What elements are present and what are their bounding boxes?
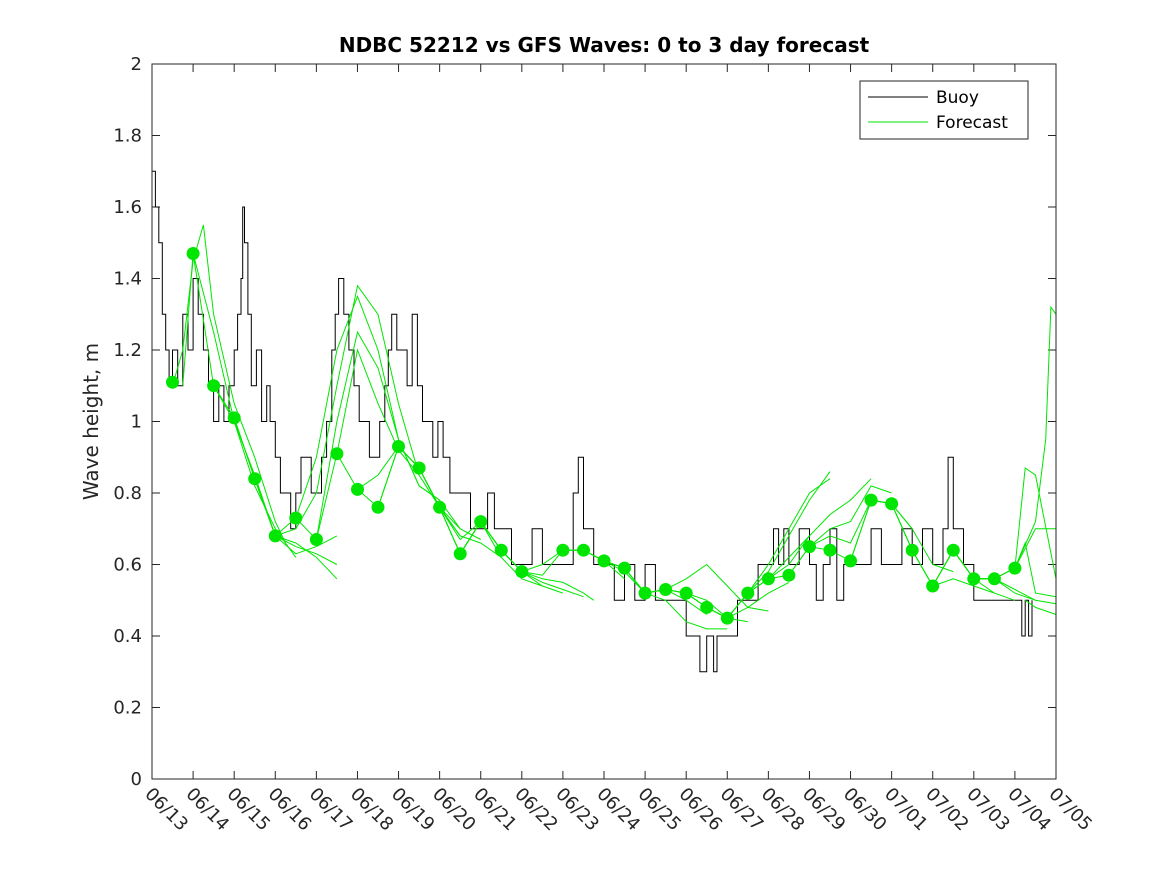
forecast-marker: [371, 500, 385, 514]
forecast-marker: [782, 568, 796, 582]
forecast-marker: [823, 543, 837, 557]
forecast-marker: [885, 497, 899, 511]
forecast-marker: [309, 533, 323, 546]
forecast-run-line: [1024, 599, 1057, 615]
forecast-marker: [433, 500, 447, 514]
forecast-marker: [618, 561, 631, 575]
y-tick-label: 0.6: [113, 555, 142, 576]
forecast-marker: [227, 411, 241, 425]
forecast-marker: [761, 572, 775, 586]
y-tick-label: 0.4: [113, 626, 142, 647]
forecast-marker: [186, 247, 200, 260]
forecast-run-line: [295, 330, 461, 541]
forecast-marker: [556, 543, 570, 557]
forecast-markers: [166, 247, 1022, 625]
forecast-run-line: [1014, 305, 1057, 569]
forecast-marker: [515, 565, 529, 579]
forecast-marker: [803, 540, 816, 554]
forecast-marker: [926, 579, 940, 593]
forecast-run-line: [994, 528, 1056, 580]
forecast-marker: [741, 586, 755, 600]
forecast-marker: [207, 379, 221, 393]
forecast-marker: [844, 554, 857, 568]
forecast-marker: [351, 482, 364, 496]
forecast-marker: [638, 586, 652, 600]
y-tick-label: 0.8: [113, 483, 142, 504]
forecast-marker: [700, 600, 714, 614]
forecast-marker: [864, 493, 878, 507]
y-tick-label: 0: [131, 769, 142, 790]
plot-area: [152, 64, 1056, 779]
forecast-marker: [987, 572, 1001, 586]
y-tick-label: 1.8: [113, 126, 142, 147]
forecast-marker: [597, 554, 611, 568]
y-axis: 0 0.2 0.4 0.6 0.8 1 1.2 1.4 1.6 1.8 2: [113, 54, 1056, 790]
buoy-line: [152, 170, 1033, 673]
forecast-run-line: [172, 224, 286, 544]
y-tick-label: 1.2: [113, 340, 142, 361]
legend-label-forecast: Forecast: [936, 113, 1008, 133]
forecast-marker: [248, 472, 262, 486]
forecast-marker: [679, 586, 693, 600]
forecast-marker: [392, 440, 405, 453]
forecast-marker: [289, 511, 303, 525]
plot-frame: [151, 63, 1057, 780]
forecast-marker: [720, 611, 734, 625]
forecast-marker: [474, 515, 488, 529]
forecast-marker: [967, 572, 981, 586]
forecast-marker: [905, 543, 919, 557]
forecast-marker: [577, 543, 590, 557]
y-tick-label: 0.2: [113, 698, 142, 719]
forecast-marker: [659, 583, 673, 596]
forecast-marker: [412, 461, 426, 475]
buoy-series: [152, 170, 1033, 673]
forecast-marker: [1008, 561, 1022, 575]
legend: Buoy Forecast: [859, 80, 1029, 140]
forecast-marker: [453, 547, 467, 561]
chart-title: NDBC 52212 vs GFS Waves: 0 to 3 day fore…: [339, 33, 870, 57]
forecast-run-line: [233, 417, 338, 580]
forecast-marker: [946, 543, 960, 557]
legend-label-buoy: Buoy: [936, 88, 979, 108]
forecast-marker: [166, 375, 179, 389]
y-tick-label: 2: [131, 54, 142, 75]
forecast-marker: [330, 447, 344, 461]
legend-box: [859, 80, 1029, 140]
forecast-run-line: [254, 284, 420, 537]
y-tick-label: 1.6: [113, 197, 142, 218]
y-axis-label: Wave height, m: [79, 343, 103, 500]
y-tick-label: 1.4: [113, 269, 142, 290]
y-tick-label: 1: [131, 412, 142, 433]
forecast-marker: [268, 529, 282, 543]
forecast-marker: [494, 543, 508, 557]
